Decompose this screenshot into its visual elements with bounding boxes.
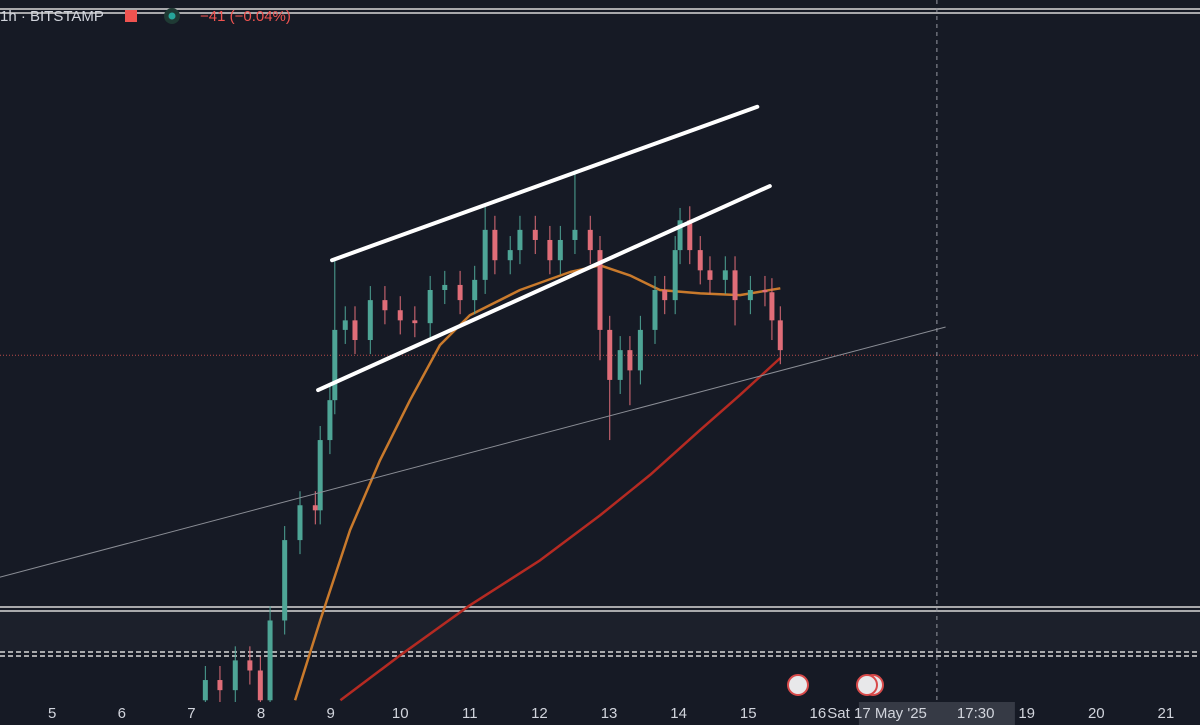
event-icon[interactable]	[787, 674, 809, 696]
candle-body	[607, 329, 613, 380]
flag-icon	[125, 10, 137, 22]
x-tick-label: 5	[48, 705, 56, 722]
trendline	[0, 326, 946, 578]
x-tick-label: 16	[810, 705, 827, 722]
candle-body	[342, 320, 348, 330]
candle-body	[547, 239, 553, 261]
candle-body	[627, 350, 633, 371]
candle-body	[352, 320, 358, 341]
x-tick-label: 19	[1018, 705, 1035, 722]
candle-body	[637, 329, 643, 371]
x-tick-label: 15	[740, 705, 757, 722]
candle-body	[687, 220, 693, 251]
moving-average	[339, 357, 782, 702]
candle-body	[367, 300, 373, 341]
candle-body	[572, 229, 578, 240]
candle-body	[482, 229, 488, 280]
candle-body	[332, 329, 338, 401]
candle-body	[297, 505, 303, 541]
candle-body	[769, 292, 775, 321]
x-tick-label: 13	[601, 705, 618, 722]
candle-body	[327, 400, 333, 441]
candle-body	[312, 505, 318, 511]
candle-body	[707, 270, 713, 280]
candle-body	[412, 320, 418, 324]
candle-body	[672, 250, 678, 301]
x-tick-label: 6	[118, 705, 126, 722]
candle-body	[507, 250, 513, 261]
candle-body	[777, 320, 783, 351]
candle-body	[232, 660, 238, 691]
crosshair-time: 17:30	[957, 705, 995, 722]
candle-body	[557, 239, 563, 261]
moving-average	[293, 264, 781, 701]
candle-body	[732, 270, 738, 301]
candle-body	[442, 284, 448, 290]
candle-body	[677, 220, 683, 251]
candle-body	[472, 279, 478, 301]
candle-body	[202, 680, 208, 701]
candle-body	[697, 250, 703, 271]
candle-body	[587, 229, 593, 251]
x-tick-label: 8	[257, 705, 265, 722]
crosshair-date: Sat 17 May '25	[827, 705, 927, 722]
x-tick-label: 9	[326, 705, 334, 722]
candle-body	[282, 540, 288, 621]
candle-body	[257, 670, 263, 701]
pane-band	[0, 610, 1200, 652]
trendline	[316, 184, 772, 393]
candle-body	[457, 284, 463, 301]
candle-body	[722, 270, 728, 280]
x-tick-label: 20	[1088, 705, 1105, 722]
candle-body	[652, 290, 658, 330]
candle-body	[427, 290, 433, 324]
x-tick-label: 11	[462, 705, 478, 722]
candle-body	[617, 350, 623, 380]
x-tick-label: 21	[1158, 705, 1175, 722]
candle-body	[492, 229, 498, 261]
candle-body	[532, 229, 538, 240]
event-icon[interactable]	[856, 674, 878, 696]
candle-body	[317, 440, 323, 511]
candle-body	[597, 250, 603, 330]
time-axis-labels: 5 6 7 8 9 10 11 12 13 14 15 16 19 20 21 Sat 17 May '25 1…	[48, 702, 1174, 725]
x-tick-label: 10	[392, 705, 409, 722]
candle-body	[217, 680, 223, 691]
candle-body	[762, 290, 768, 293]
symbol: 1h · BITSTAMP	[0, 8, 104, 25]
candle-body	[662, 290, 668, 301]
candle-body	[267, 620, 273, 701]
candle-body	[517, 229, 523, 251]
candle-body	[247, 660, 253, 671]
candle-body	[397, 310, 403, 321]
x-tick-label: 12	[531, 705, 548, 722]
candle-body	[747, 290, 753, 301]
candle-body	[382, 300, 388, 311]
crosshair-label-box	[858, 702, 1015, 725]
x-tick-label: 14	[670, 705, 687, 722]
price-change: −41 (−0.04%)	[200, 8, 291, 25]
status-dot	[168, 12, 176, 20]
x-tick-label: 7	[187, 705, 195, 722]
trendline	[330, 104, 760, 263]
